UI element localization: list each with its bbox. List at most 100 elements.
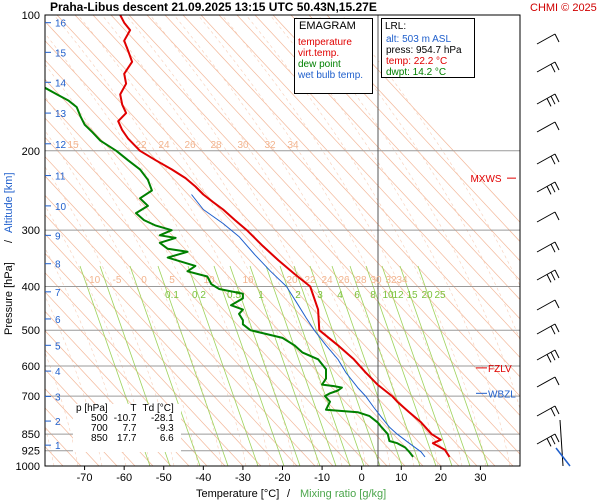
moist-adiabat-label: 28	[355, 275, 367, 286]
dry-adiabat-line	[182, 15, 520, 378]
wind-barb	[536, 181, 560, 195]
dry-adiabat-line	[110, 15, 520, 455]
moist-adiabat-line	[77, 15, 319, 466]
dry-adiabat-line	[45, 175, 316, 466]
wind-barb-flag	[554, 241, 560, 251]
dry-adiabat-line	[236, 15, 520, 320]
dry-adiabat-line	[56, 15, 478, 466]
wind-barb-staff	[536, 376, 556, 388]
x-tick-label: -30	[235, 472, 251, 484]
mixing-ratio-label: 0.5	[227, 290, 241, 301]
moist-adiabat-line	[45, 247, 127, 466]
wind-barb-staff	[536, 33, 556, 45]
dry-adiabat-line	[308, 15, 520, 243]
wind-barb-flag	[554, 93, 560, 103]
dry-adiabat-line	[164, 15, 520, 397]
moist-adiabat-line	[245, 15, 487, 466]
y-tick-label: 500	[22, 325, 40, 337]
wind-barb-flag	[554, 323, 560, 333]
dry-adiabat-line	[45, 40, 442, 466]
wind-barb-flag	[554, 376, 560, 386]
dry-adiabat-line	[146, 15, 520, 417]
dry-adiabat-line	[45, 194, 298, 466]
series-line-temperature	[117, 15, 451, 458]
altitude-tick-label: 16	[55, 19, 67, 30]
legend-item-dew-point: dew point	[298, 59, 341, 70]
cell-temperature: 7.7	[122, 423, 137, 434]
wind-barb-flag	[550, 271, 556, 281]
altitude-tick-label: 15	[55, 48, 67, 59]
altitude-tick-label: 9	[55, 231, 61, 242]
cell-dewpoint: -28.1	[150, 413, 174, 424]
x-tick-label: 30	[474, 472, 486, 484]
y-tick-label: 850	[22, 429, 40, 441]
legend-box: EMAGRAM temperature virt.temp. dew point…	[294, 18, 373, 94]
wind-barb-surface	[555, 447, 571, 467]
lrl-altitude: alt: 503 m ASL	[386, 34, 452, 45]
dry-adiabat-line	[45, 310, 190, 466]
dry-adiabat-line	[45, 330, 172, 466]
mixing-ratio-label: 6	[354, 290, 360, 301]
wind-barb-flag	[554, 299, 560, 309]
x-axis-label: Temperature [°C]	[196, 488, 279, 500]
dry-adiabat-line	[45, 252, 244, 466]
moist-adiabat-line	[45, 33, 271, 466]
moist-adiabat-line	[45, 63, 247, 466]
wind-barb	[536, 376, 560, 388]
x-tick-label: -40	[195, 472, 211, 484]
legend-item-temperature: temperature	[298, 37, 352, 48]
levels-table-header: p [hPa] T Td [°C]	[73, 404, 177, 414]
moist-adiabat-line	[221, 15, 463, 466]
y-axis-separator: /	[3, 239, 15, 243]
dry-adiabat-line	[45, 233, 262, 466]
moist-adiabat-label: 28	[210, 140, 222, 151]
header-dewpoint: Td [°C]	[142, 403, 174, 414]
wind-barb-staff	[536, 61, 556, 73]
wind-barb-flag	[550, 243, 556, 253]
lrl-title: LRL:	[385, 21, 407, 32]
moist-adiabat-label: 16	[242, 275, 254, 286]
dry-adiabat-line	[45, 156, 334, 466]
wind-barb-flag	[550, 95, 556, 105]
header-temperature: T	[130, 403, 137, 414]
cell-pressure: 700	[91, 423, 108, 434]
moist-adiabat-line	[293, 15, 520, 410]
wind-barb	[536, 405, 560, 417]
moist-adiabat-line	[173, 15, 415, 466]
mixing-ratio-label: 4	[337, 290, 343, 301]
altitude-tick-label: 6	[55, 315, 61, 326]
altitude-tick-label: 10	[55, 202, 67, 213]
wind-barb-flag	[554, 61, 560, 71]
altitude-tick-label: 5	[55, 341, 61, 352]
dry-adiabat-line	[45, 117, 370, 466]
altitude-tick-label: 11	[55, 172, 66, 183]
cell-pressure: 500	[91, 413, 108, 424]
level-marker-label: MXWS	[470, 174, 501, 185]
mixing-ratio-label: 3	[317, 290, 323, 301]
wind-barb-flag	[554, 121, 560, 131]
wind-barb-flag	[554, 405, 560, 415]
wind-barb-flag	[554, 181, 560, 191]
wind-barb-flag	[554, 33, 560, 43]
y-tick-label: 1000	[16, 461, 40, 473]
mixing-ratio-label: 20	[421, 290, 433, 301]
wind-barb-flag	[554, 153, 560, 163]
moist-adiabat-label: 24	[321, 275, 333, 286]
dry-adiabat-line	[218, 15, 520, 339]
moist-adiabat-line	[197, 15, 439, 466]
y-tick-label: 925	[22, 446, 40, 458]
moist-adiabat-line	[101, 15, 343, 466]
header-pressure: p [hPa]	[76, 403, 108, 414]
level-marker-label: WBZL	[488, 389, 516, 400]
moist-adiabat-label: 0	[141, 275, 147, 286]
wind-barb-staff	[536, 121, 556, 133]
dry-adiabat-line	[45, 59, 424, 466]
altitude-tick-label: 3	[55, 392, 61, 403]
wind-barb-flag	[554, 269, 560, 279]
series-line-dew-point	[45, 86, 414, 458]
moist-adiabat-label: 30	[237, 140, 249, 151]
level-marker-label: FZLV	[488, 364, 512, 375]
legend-item-wet-bulb: wet bulb temp.	[298, 70, 364, 81]
mixing-ratio-label: 2	[295, 290, 301, 301]
